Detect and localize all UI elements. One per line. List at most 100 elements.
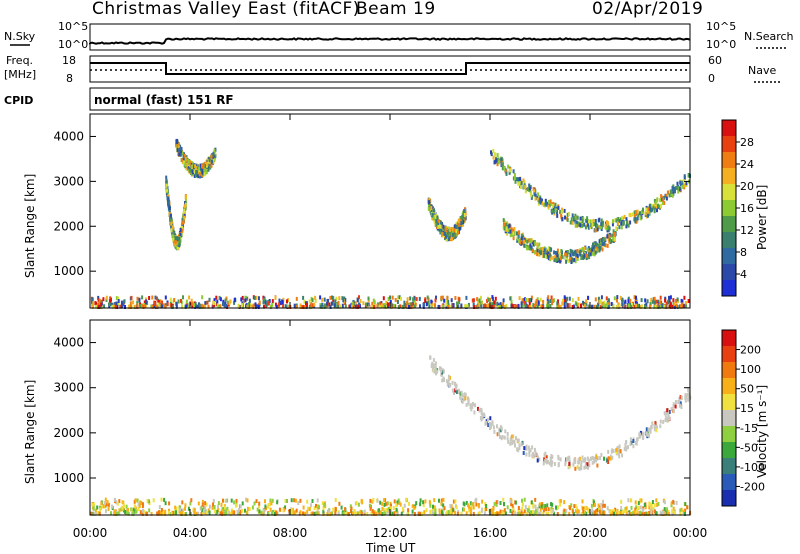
data-cell <box>579 250 581 255</box>
data-cell <box>338 501 341 506</box>
data-cell <box>523 497 526 502</box>
data-cell <box>676 186 679 190</box>
data-cell <box>267 301 270 306</box>
data-cell <box>130 305 132 309</box>
data-cell <box>594 243 597 247</box>
data-cell <box>586 456 589 461</box>
data-cell <box>467 302 470 307</box>
data-cell <box>509 296 512 301</box>
data-cell <box>529 190 532 195</box>
colorbar-swatch <box>722 346 736 363</box>
data-cell <box>184 195 187 200</box>
data-cell <box>362 301 365 306</box>
data-cell <box>344 301 347 305</box>
data-cell <box>516 304 519 309</box>
data-cell <box>613 511 615 516</box>
data-cell <box>334 510 337 515</box>
data-cell <box>260 510 263 515</box>
data-cell <box>645 427 648 432</box>
y-tick-label: 1000 <box>53 471 84 485</box>
data-cell <box>455 390 458 394</box>
data-cell <box>527 445 530 450</box>
data-cell <box>449 511 452 516</box>
data-cell <box>390 302 393 307</box>
data-cell <box>597 225 600 230</box>
data-cell <box>358 302 361 307</box>
data-cell <box>682 510 685 515</box>
data-cell <box>452 508 455 513</box>
data-cell <box>681 184 684 189</box>
data-cell <box>616 305 619 309</box>
data-cell <box>339 304 341 309</box>
data-cell <box>489 304 492 309</box>
data-cell <box>500 304 503 309</box>
data-cell <box>634 507 637 512</box>
data-cell <box>151 295 154 300</box>
data-cell <box>535 249 538 254</box>
data-cell <box>475 502 478 507</box>
data-cell <box>204 164 207 168</box>
data-cell <box>168 501 171 506</box>
data-cell <box>585 511 588 516</box>
data-cell <box>587 223 590 228</box>
data-cell <box>445 379 448 384</box>
data-cell <box>165 186 168 191</box>
data-cell <box>386 501 389 506</box>
data-cell <box>489 416 492 421</box>
data-cell <box>190 164 193 169</box>
data-cell <box>476 305 479 309</box>
data-cell <box>592 242 594 247</box>
data-cell <box>407 508 410 513</box>
data-cell <box>517 508 520 513</box>
data-cell <box>179 149 182 154</box>
data-cell <box>290 508 293 513</box>
data-cell <box>670 189 672 194</box>
data-cell <box>207 304 210 309</box>
data-cell <box>274 302 277 307</box>
data-cell <box>498 305 501 309</box>
data-cell <box>588 458 591 463</box>
colorbar-swatch <box>722 280 736 297</box>
data-cell <box>520 236 523 241</box>
data-cell <box>483 511 486 516</box>
data-cell <box>527 508 530 513</box>
data-cell <box>512 506 515 511</box>
data-cell <box>535 298 538 303</box>
data-cell <box>503 435 506 440</box>
data-cell <box>226 506 229 511</box>
data-cell <box>335 296 338 301</box>
feature-patch-B <box>175 138 217 179</box>
data-cell <box>601 223 604 228</box>
data-cell <box>504 429 507 434</box>
data-cell <box>547 304 550 309</box>
data-cell <box>602 304 605 309</box>
nsearch-label: N.Search <box>744 30 794 43</box>
data-cell <box>269 498 272 503</box>
data-cell <box>306 509 309 514</box>
data-cell <box>529 239 532 244</box>
data-cell <box>422 304 425 309</box>
data-cell <box>560 252 563 257</box>
freq-unit-label: [MHz] <box>4 68 36 81</box>
data-cell <box>136 301 139 306</box>
data-cell <box>641 209 643 214</box>
data-cell <box>138 297 141 302</box>
data-cell <box>637 501 640 506</box>
colorbar-tick-label: 24 <box>740 158 754 171</box>
colorbar-swatch <box>722 152 736 169</box>
data-cell <box>434 303 436 308</box>
data-cell <box>436 369 439 374</box>
data-cell <box>217 501 220 506</box>
data-cell <box>601 220 604 225</box>
data-cell <box>173 230 176 235</box>
data-cell <box>661 304 664 308</box>
data-cell <box>431 510 434 515</box>
data-cell <box>565 257 568 262</box>
data-cell <box>465 511 468 516</box>
data-cell <box>436 218 439 222</box>
data-cell <box>90 511 93 516</box>
data-cell <box>593 222 596 227</box>
data-cell <box>91 299 93 304</box>
data-cell <box>528 452 531 457</box>
data-cell <box>668 410 671 414</box>
